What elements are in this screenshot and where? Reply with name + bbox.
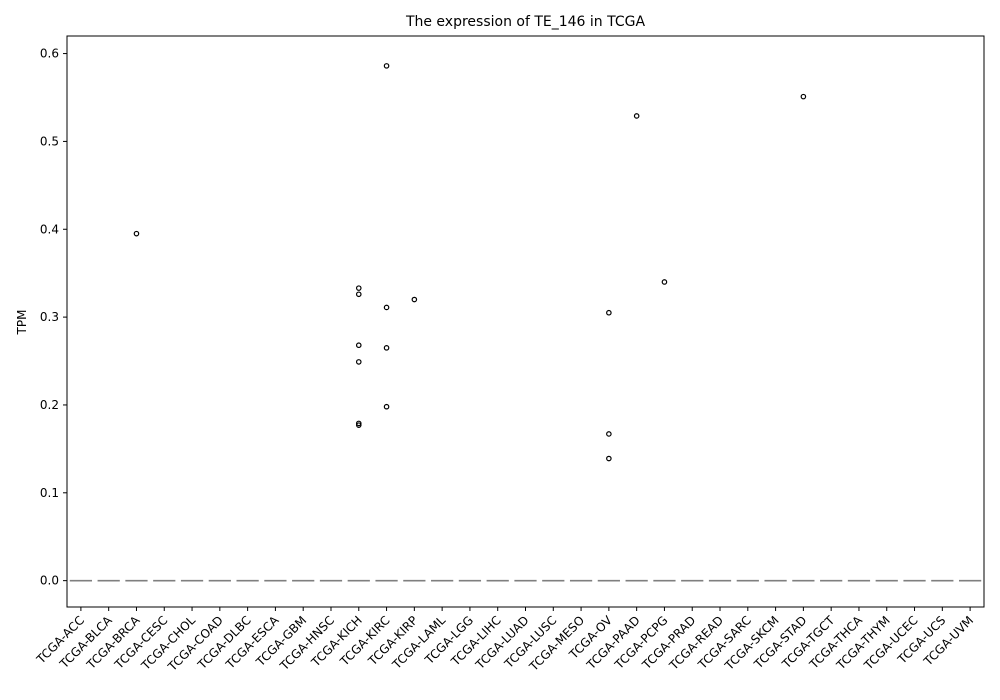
y-tick-label: 0.6: [40, 47, 59, 61]
y-tick-label: 0.2: [40, 398, 59, 412]
y-tick-label: 0.5: [40, 134, 59, 148]
y-tick-label: 0.1: [40, 486, 59, 500]
outlier-point: [800, 93, 807, 100]
outlier-point: [606, 431, 612, 437]
plot-frame: [66, 35, 985, 608]
y-tick-label: 0.4: [40, 222, 59, 236]
outlier-point: [606, 455, 612, 462]
y-axis-label: TPM: [15, 310, 29, 336]
outlier-point: [606, 309, 612, 316]
outlier-point: [355, 420, 362, 427]
outlier-point: [355, 291, 362, 298]
plot-area: 0.00.10.20.30.40.50.6TCGA-ACCTCGA-BLCATC…: [33, 47, 982, 674]
outlier-point: [355, 342, 362, 349]
outlier-point: [383, 403, 390, 410]
outlier-point: [355, 285, 362, 291]
y-tick-label: 0.3: [40, 310, 59, 324]
outlier-point: [383, 63, 390, 69]
y-tick-label: 0.0: [40, 574, 59, 588]
outlier-point: [411, 296, 418, 303]
outlier-point: [133, 230, 140, 237]
chart-title: The expression of TE_146 in TCGA: [405, 14, 646, 30]
outlier-point: [661, 279, 668, 285]
outlier-point: [383, 304, 390, 311]
outlier-point: [383, 345, 390, 351]
outlier-point: [633, 113, 640, 119]
outlier-point: [355, 422, 362, 428]
outlier-point: [355, 359, 362, 365]
